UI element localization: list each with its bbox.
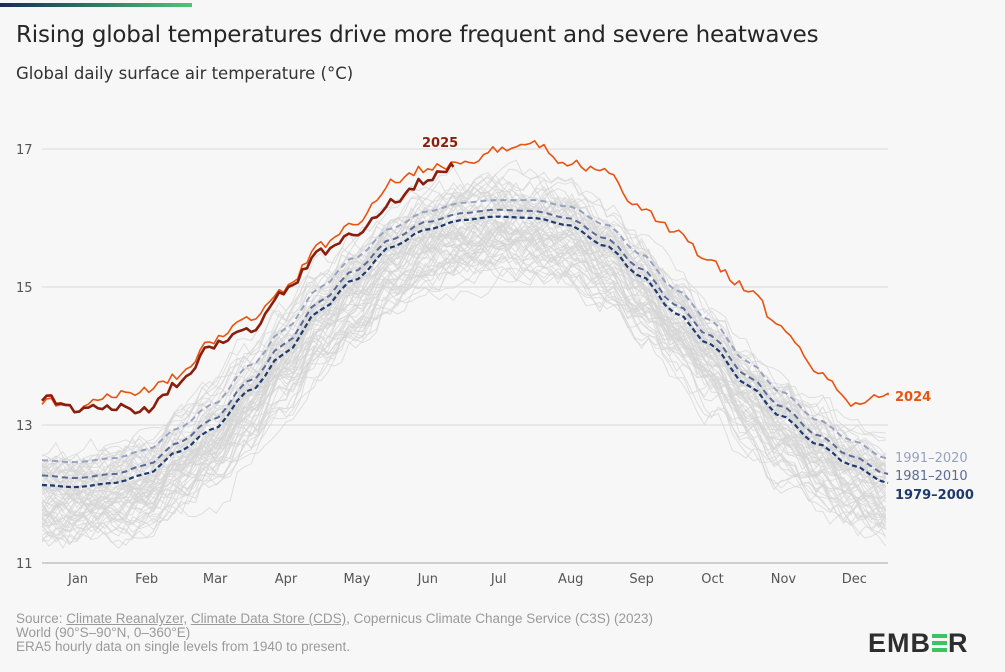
series-line-2024 (41, 140, 889, 414)
series-line-1981-2010 (41, 208, 889, 479)
dataset-note: ERA5 hourly data on single levels from 1… (16, 639, 350, 654)
x-tick-label: Jul (490, 572, 507, 587)
x-tick-label: Feb (135, 572, 158, 587)
historical-year-line (41, 237, 887, 535)
historical-year-line (41, 186, 887, 498)
x-tick-label: Mar (203, 572, 228, 587)
region-note: World (90°S–90°N, 0–360°E) (16, 625, 191, 640)
historical-year-line (41, 220, 887, 514)
historical-year-line (41, 172, 886, 484)
chart-title: Rising global temperatures drive more fr… (16, 22, 819, 48)
series-label-1981-2010: 1981–2010 (895, 469, 968, 484)
historical-year-line (41, 203, 886, 489)
x-tick-label: Oct (701, 572, 723, 587)
historical-year-line (41, 219, 886, 517)
series-line-1979-2000 (41, 215, 889, 489)
x-tick-label: Sep (629, 572, 654, 587)
historical-year-line (41, 225, 887, 536)
series-label-1991-2020: 1991–2020 (895, 451, 968, 466)
historical-year-line (41, 226, 887, 509)
source-rest: , Copernicus Climate Change Service (C3S… (346, 611, 654, 626)
y-tick-label: 17 (16, 143, 33, 158)
accent-bar (0, 3, 192, 7)
historical-year-line (41, 218, 886, 494)
historical-year-line (41, 213, 886, 515)
y-tick-label: 11 (16, 557, 33, 572)
historical-year-line (41, 187, 887, 491)
ember-logo: EMB R (868, 628, 969, 658)
historical-year-line (41, 233, 887, 524)
historical-year-line (41, 261, 887, 549)
x-tick-label: Apr (275, 572, 298, 587)
historical-year-line (41, 242, 887, 546)
y-tick-label: 13 (16, 419, 33, 434)
y-tick-label: 15 (16, 281, 33, 296)
x-tick-label: Jan (67, 572, 88, 587)
series-label-2024: 2024 (895, 390, 931, 405)
series-line-2025 (41, 162, 455, 415)
historical-year-line (41, 233, 886, 533)
source-prefix: Source: (16, 611, 67, 626)
x-tick-label: Nov (771, 572, 797, 587)
historical-year-line (41, 241, 886, 542)
historical-year-line (41, 251, 887, 547)
chart-subtitle: Global daily surface air temperature (°C… (16, 64, 354, 83)
series-label-2025: 2025 (422, 136, 458, 151)
historical-year-line (41, 192, 886, 475)
historical-year-line (41, 238, 887, 539)
x-tick-label: Dec (842, 572, 867, 587)
historical-year-line (41, 215, 886, 537)
historical-year-line (41, 186, 886, 497)
source-note: Source: Climate Reanalyzer, Climate Data… (16, 612, 653, 654)
climate-reanalyzer-link[interactable]: Climate Reanalyzer, (66, 611, 188, 626)
x-tick-label: May (343, 572, 370, 587)
historical-year-line (41, 192, 887, 497)
x-tick-label: Jun (417, 572, 438, 587)
historical-year-line (41, 190, 887, 488)
historical-year-line (41, 176, 887, 482)
series-line-1991-2020 (41, 199, 889, 464)
historical-year-line (41, 188, 886, 489)
cds-link[interactable]: Climate Data Store (CDS) (190, 611, 347, 626)
series-label-1979-2000: 1979–2000 (895, 488, 974, 503)
x-tick-label: Aug (558, 572, 583, 587)
historical-year-line (41, 159, 886, 470)
